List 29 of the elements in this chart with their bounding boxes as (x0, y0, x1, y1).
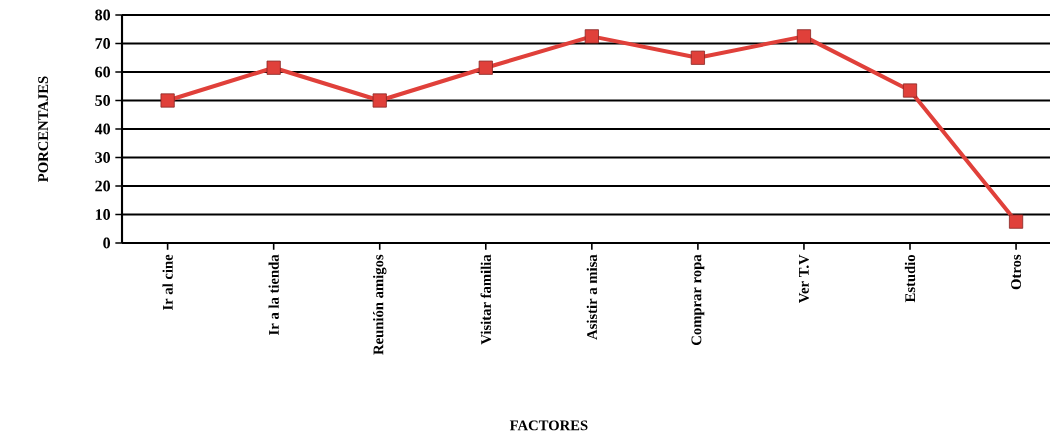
y-tick-label: 80 (95, 9, 111, 21)
point (796, 29, 812, 44)
x-tick-label: Estudio (904, 254, 916, 303)
y-tick-label: 30 (95, 152, 111, 163)
x-tick-label: Comprar ropa (691, 254, 705, 346)
x-axis-title: FACTORES (509, 420, 588, 431)
y-tick-label: 0 (103, 237, 111, 249)
x-tick-label: Asistir a misa (586, 254, 597, 340)
point (372, 93, 387, 108)
point (690, 50, 705, 65)
x-tick-label: Otros (1011, 254, 1021, 290)
point (584, 29, 599, 44)
x-tick-label: Ver T.V (799, 254, 809, 304)
x-tick-label: Ir a la tienda (268, 254, 279, 335)
x-tick-label: Visitar familia (480, 254, 492, 345)
y-tick-label: 10 (95, 209, 111, 220)
y-tick-label: 40 (94, 123, 111, 135)
point (1008, 214, 1024, 229)
y-axis-title: PORCENTAJES (38, 76, 49, 182)
y-tick-label: 60 (95, 66, 111, 78)
y-tick-label: 70 (95, 38, 111, 49)
x-tick-label: Ir al cine (162, 254, 173, 311)
point (902, 83, 918, 98)
point (160, 93, 175, 108)
y-tick-label: 20 (95, 180, 111, 192)
y-tick-label: 50 (95, 95, 111, 106)
point (478, 60, 493, 75)
point (266, 60, 281, 75)
x-tick-label: Reunión amigos (373, 254, 387, 355)
